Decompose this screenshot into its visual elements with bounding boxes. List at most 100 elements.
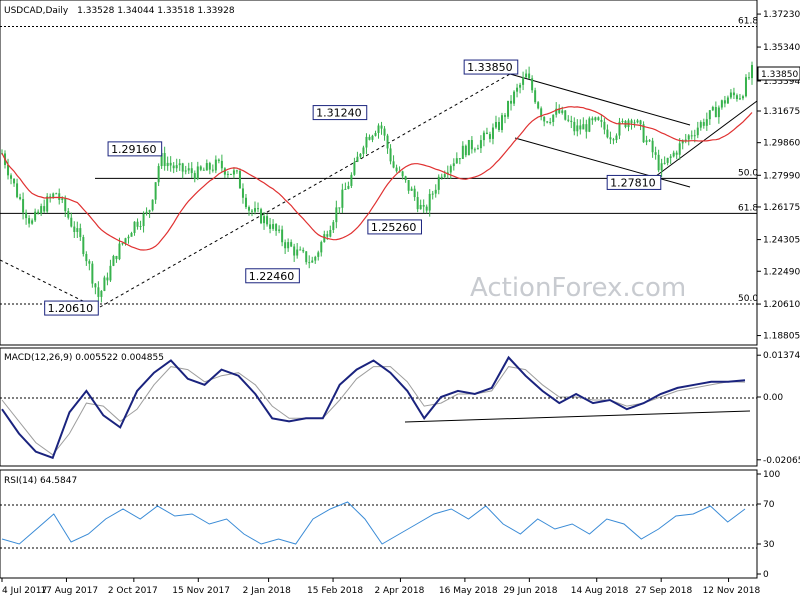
candle-body	[10, 175, 13, 179]
price-label: 1.22460	[249, 270, 295, 283]
macd-trendline	[404, 410, 751, 423]
candle-body	[353, 161, 356, 175]
candle-body	[217, 159, 220, 161]
candle-body	[558, 108, 561, 113]
candle-body	[19, 197, 22, 200]
candle-body	[693, 135, 696, 137]
candle-body	[247, 207, 250, 211]
rsi-tick-label: 0	[763, 570, 769, 580]
candle-body	[522, 77, 525, 85]
candle-body	[55, 193, 58, 195]
candle-body	[549, 121, 552, 123]
candle-body	[151, 199, 154, 211]
candle-body	[275, 224, 278, 231]
candle-body	[534, 90, 537, 103]
candle-body	[199, 166, 202, 170]
candle-body	[615, 135, 618, 140]
candle-body	[452, 163, 455, 167]
candle-body	[437, 176, 440, 190]
candle-body	[425, 206, 428, 211]
candle-body	[281, 229, 284, 243]
candle-body	[504, 115, 507, 117]
candle-body	[461, 145, 464, 159]
candle-body	[732, 92, 735, 96]
candle-body	[744, 77, 747, 97]
candle-body	[184, 170, 187, 172]
candle-body	[241, 188, 244, 198]
candle-body	[645, 140, 648, 143]
candle-body	[73, 226, 76, 232]
price-tick-label: 1.26175	[763, 203, 800, 213]
candle-body	[383, 128, 386, 136]
price-label-box	[312, 105, 368, 121]
candle-body	[82, 237, 85, 255]
candle-body	[238, 171, 241, 189]
candle-body	[166, 162, 169, 167]
candle-body	[669, 156, 672, 158]
price-tick-label: 1.20610	[763, 300, 800, 310]
candle-body	[588, 118, 591, 132]
candle-body	[660, 163, 663, 171]
price-tick-label: 1.22490	[763, 267, 800, 277]
candle-body	[145, 211, 148, 214]
candle-body	[43, 206, 46, 212]
x-tick-label: 17 Aug 2017	[40, 586, 98, 596]
candle-body	[603, 121, 606, 130]
price-panel	[0, 0, 758, 346]
candle-body	[609, 137, 612, 140]
candle-body	[220, 160, 223, 169]
candle-body	[567, 119, 570, 121]
price-tick-label: 1.29860	[763, 139, 800, 149]
candle-body	[88, 261, 91, 264]
candle-body	[332, 222, 335, 230]
current-price-box	[757, 66, 800, 81]
candle-body	[287, 242, 290, 249]
rsi-tick-label: 70	[763, 500, 775, 510]
candle-body	[573, 121, 576, 132]
candle-body	[657, 154, 660, 171]
candle-body	[458, 158, 461, 160]
candle-body	[516, 87, 519, 92]
candle-body	[326, 234, 329, 237]
candle-body	[612, 139, 615, 141]
candle-body	[501, 115, 503, 130]
candle-body	[675, 152, 678, 155]
candle-body	[181, 163, 184, 172]
price-y-axis: 1.37230 1.35340 1.33394 1.31675 1.29860 1.279…	[757, 10, 800, 342]
candle-body	[136, 221, 139, 227]
price-label: 1.29160	[111, 143, 157, 156]
candle-body	[651, 140, 654, 153]
candle-body	[455, 158, 458, 164]
candle-body	[109, 265, 112, 281]
price-label-box	[463, 59, 519, 75]
x-tick-label: 16 May 2018	[439, 586, 498, 596]
price-tick-label: 1.37230	[763, 10, 800, 20]
candle-body	[178, 163, 181, 166]
price-tick-label: 1.27990	[763, 171, 800, 181]
rsi-title: RSI(14) 64.5847	[4, 476, 77, 486]
candle-body	[254, 208, 257, 212]
price-label: 1.25260	[371, 221, 417, 234]
candle-body	[488, 134, 491, 139]
candle-body	[7, 164, 10, 176]
candle-body	[121, 243, 124, 245]
candle-body	[260, 209, 263, 224]
candle-body	[308, 262, 311, 264]
chart-title: USDCAD,Daily 1.33528 1.34044 1.33518 1.3…	[4, 6, 235, 16]
candle-body	[127, 236, 130, 239]
symbol-label: USDCAD,Daily	[4, 6, 69, 16]
candle-body	[633, 122, 636, 124]
candle-body	[678, 143, 681, 155]
price-label-box	[606, 174, 662, 190]
candle-body	[726, 97, 729, 104]
macd-y-axis: 0.013745 0.00 -0.020652	[757, 351, 800, 466]
candle-body	[196, 166, 199, 180]
candle-body	[639, 120, 642, 125]
candle-body	[434, 189, 437, 194]
candle-body	[380, 125, 383, 129]
x-tick-label: 2 Oct 2017	[108, 586, 158, 596]
candle-body	[359, 153, 362, 157]
x-tick-label: 27 Sep 2018	[635, 586, 692, 596]
candle-body	[118, 243, 121, 260]
